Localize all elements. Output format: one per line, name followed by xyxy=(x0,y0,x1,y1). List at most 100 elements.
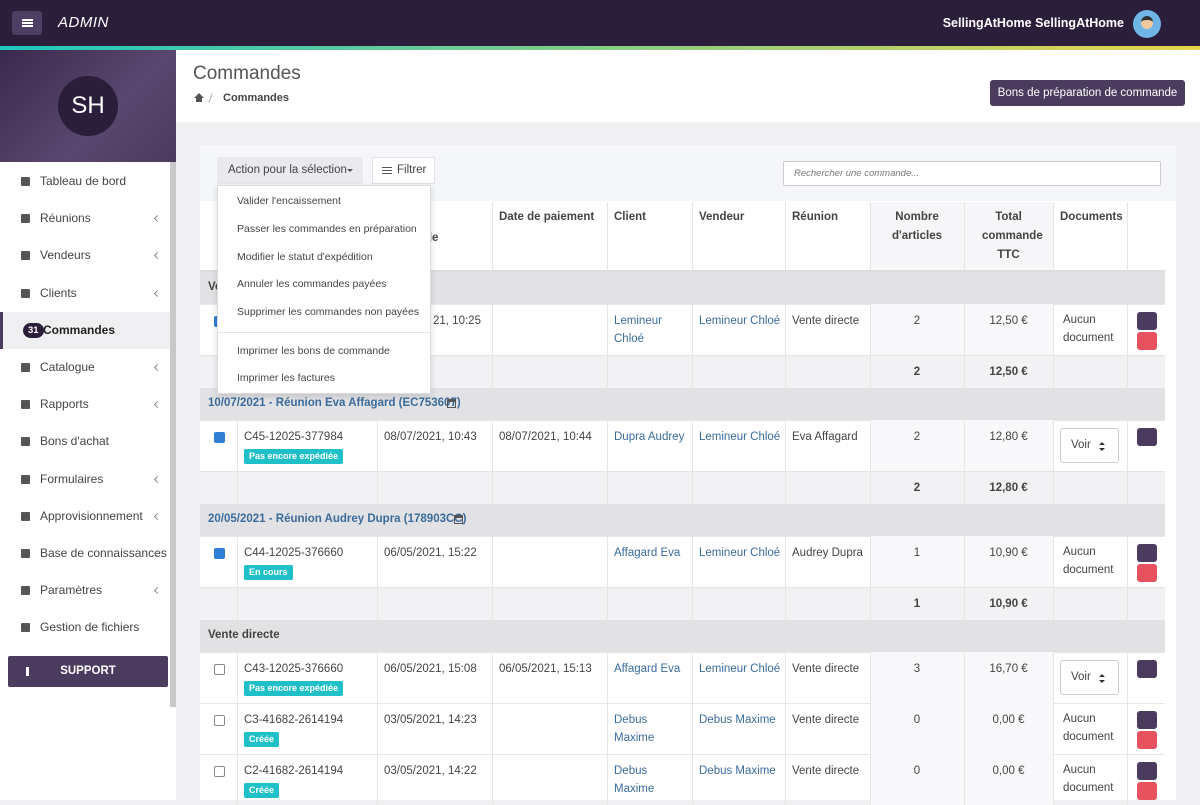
meeting: Vente directe xyxy=(792,765,860,777)
total: 12,80 € xyxy=(989,431,1028,443)
select-arrows xyxy=(1099,439,1105,445)
action-button[interactable]: Action pour la sélection xyxy=(217,157,363,184)
menu-item[interactable]: Clients xyxy=(0,275,170,312)
cell-border xyxy=(870,754,871,805)
checkbox[interactable] xyxy=(214,664,225,675)
column-header[interactable]: Documents xyxy=(1060,211,1123,223)
documents-select[interactable]: Voir xyxy=(1060,428,1119,463)
menu-item[interactable]: Approvisionnement xyxy=(0,498,170,535)
group-label: Vente directe xyxy=(208,629,280,641)
subtotal-row xyxy=(200,587,1165,620)
menu-item[interactable]: Paramètres xyxy=(0,572,170,609)
cell-border xyxy=(785,536,786,587)
client[interactable]: Debus Maxime xyxy=(614,714,655,744)
edit-button[interactable] xyxy=(1137,312,1157,330)
checkbox[interactable] xyxy=(214,432,225,443)
seller[interactable]: Debus Maxime xyxy=(699,714,776,726)
avatar[interactable] xyxy=(1133,10,1161,38)
client[interactable]: Dupra Audrey xyxy=(614,431,685,443)
client[interactable]: Affagard Eva xyxy=(614,663,681,675)
dropdown-item[interactable]: Imprimer les bons de commande xyxy=(237,345,390,357)
cell-border xyxy=(870,652,871,703)
delete-button[interactable] xyxy=(1137,564,1157,582)
edit-button[interactable] xyxy=(1137,544,1157,562)
checkbox[interactable] xyxy=(214,548,225,559)
dropdown-item[interactable]: Annuler les commandes payées xyxy=(237,278,387,291)
cell-border xyxy=(692,652,693,703)
checkbox[interactable] xyxy=(214,715,225,726)
edit-button[interactable] xyxy=(1137,762,1157,780)
column-header[interactable]: Date de paiement xyxy=(499,211,595,223)
menu-item[interactable]: Base de connaissances xyxy=(0,535,170,572)
menu-item[interactable]: Commandes 31 xyxy=(0,311,170,349)
dropdown-item[interactable]: Modifier le statut d'expédition xyxy=(237,250,373,263)
cell-border xyxy=(1053,652,1054,703)
dropdown-item[interactable]: Valider l'encaissement xyxy=(237,195,341,207)
column-header[interactable]: Client xyxy=(614,211,646,223)
edit-button[interactable] xyxy=(1137,428,1157,446)
delete-button[interactable] xyxy=(1137,731,1157,749)
prep-button[interactable]: Bons de préparation de commande xyxy=(990,80,1185,106)
delete-button[interactable] xyxy=(1137,782,1157,800)
menu-item[interactable]: Réunions xyxy=(0,200,170,237)
total: 10,90 € xyxy=(989,547,1028,559)
cell-border xyxy=(492,304,493,355)
cell-border xyxy=(1053,703,1054,754)
menu-item[interactable]: Vendeurs xyxy=(0,237,170,274)
menu-label: Vendeurs xyxy=(40,248,91,263)
column-header[interactable]: Total commande TTC xyxy=(982,211,1043,261)
menu-item[interactable]: Tableau de bord xyxy=(0,163,170,200)
status-badge: Créée xyxy=(244,783,280,798)
home-icon[interactable] xyxy=(194,93,204,102)
menu-label: Clients xyxy=(40,285,77,300)
user-name[interactable]: SellingAtHome SellingAtHome xyxy=(942,16,1124,30)
menu-item[interactable]: Bons d'achat xyxy=(0,423,170,460)
cell-border xyxy=(1127,355,1128,388)
menu-toggle[interactable] xyxy=(12,11,42,35)
client[interactable]: Debus Maxime xyxy=(614,765,655,795)
menu-label: Formulaires xyxy=(40,471,104,486)
cell-border xyxy=(1053,355,1054,388)
column-header[interactable]: Vendeur xyxy=(699,211,745,223)
column-tint xyxy=(870,536,964,587)
cell-border xyxy=(237,754,238,805)
seller[interactable]: Debus Maxime xyxy=(699,765,776,777)
support-button[interactable]: SUPPORT xyxy=(8,656,168,687)
column-header[interactable]: Réunion xyxy=(792,211,838,223)
cell-border xyxy=(870,420,871,471)
column-header[interactable]: Nombre d'articles xyxy=(891,211,943,242)
cell-border xyxy=(1127,754,1128,805)
seller[interactable]: Lemineur Chloé xyxy=(699,547,781,559)
cell-border xyxy=(785,202,786,270)
menu-item[interactable]: Rapports xyxy=(0,386,170,423)
dropdown-item[interactable]: Imprimer les factures xyxy=(237,372,336,384)
accent-stripe xyxy=(0,46,1200,50)
checkbox[interactable] xyxy=(214,766,225,777)
column-tint xyxy=(870,703,964,754)
cell-border xyxy=(1127,536,1128,587)
menu-item[interactable]: Gestion de fichiers xyxy=(0,609,170,646)
search-input[interactable]: Rechercher une commande... xyxy=(783,161,1161,186)
scrollbar xyxy=(170,162,176,707)
menu-icon xyxy=(21,437,30,447)
seller[interactable]: Lemineur Chloé xyxy=(699,431,781,443)
edit-button[interactable] xyxy=(1137,660,1157,678)
menu-item[interactable]: Formulaires xyxy=(0,461,170,498)
cell-border xyxy=(1053,420,1054,471)
edit-button[interactable] xyxy=(1137,711,1157,729)
status-badge: Pas encore expédiée xyxy=(244,449,344,464)
seller[interactable]: Lemineur Chloé xyxy=(699,663,781,675)
documents-select[interactable]: Voir xyxy=(1060,660,1119,695)
delete-button[interactable] xyxy=(1137,332,1157,350)
cell-border xyxy=(1127,703,1128,754)
client[interactable]: Affagard Eva xyxy=(614,547,681,559)
dropdown-item[interactable]: Passer les commandes en préparation xyxy=(237,222,417,235)
menu-item[interactable]: Catalogue xyxy=(0,349,170,386)
cell-border xyxy=(492,202,493,270)
cell-border xyxy=(377,754,378,805)
seller[interactable]: Lemineur Chloé xyxy=(699,315,781,327)
client[interactable]: Lemineur Chloé xyxy=(614,315,662,345)
status-badge: Créée xyxy=(244,732,280,747)
filter-button[interactable]: Filtrer xyxy=(372,157,435,184)
dropdown-item[interactable]: Supprimer les commandes non payées xyxy=(237,306,420,319)
